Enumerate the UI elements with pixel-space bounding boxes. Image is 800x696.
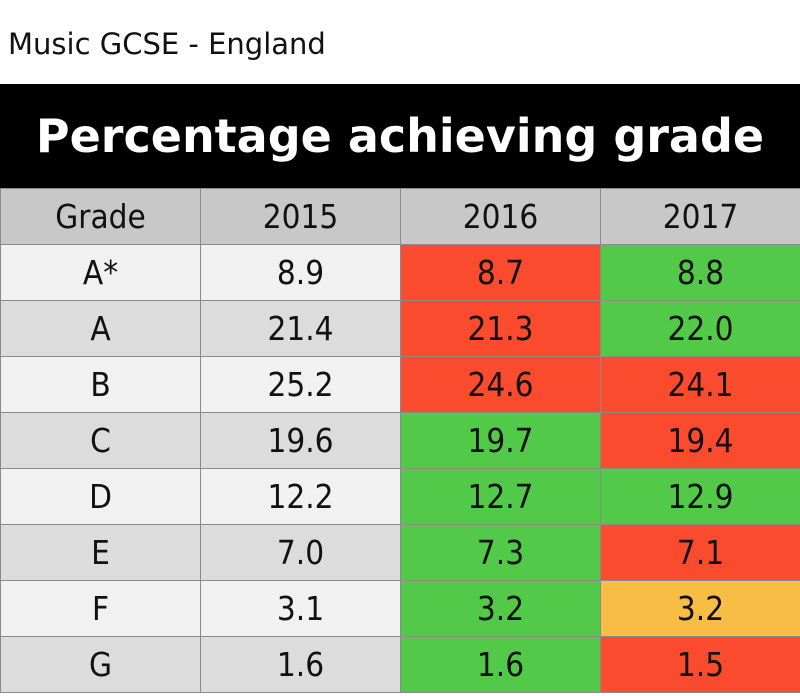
cell-2016: 1.6 — [400, 636, 601, 693]
cell-2017: 1.5 — [600, 636, 800, 693]
cell-2017: 19.4 — [600, 412, 800, 469]
cell-grade: D — [0, 468, 201, 525]
cell-2015: 21.4 — [200, 300, 401, 357]
column-header-2015: 2015 — [200, 188, 401, 245]
header-row: Grade 2015 2016 2017 — [0, 188, 800, 245]
cell-2016: 21.3 — [400, 300, 601, 357]
table-row: C 19.6 19.7 19.4 — [0, 412, 800, 469]
cell-2015: 7.0 — [200, 524, 401, 581]
cell-2015: 12.2 — [200, 468, 401, 525]
cell-2015: 25.2 — [200, 356, 401, 413]
table-row: A 21.4 21.3 22.0 — [0, 300, 800, 357]
table-row: F 3.1 3.2 3.2 — [0, 580, 800, 637]
cell-grade: E — [0, 524, 201, 581]
cell-2017: 3.2 — [600, 580, 800, 637]
cell-2016: 7.3 — [400, 524, 601, 581]
cell-grade: G — [0, 636, 201, 693]
column-header-2016: 2016 — [400, 188, 601, 245]
table-row: E 7.0 7.3 7.1 — [0, 524, 800, 581]
table-title-banner: Percentage achieving grade — [0, 84, 800, 188]
cell-grade: A* — [0, 244, 201, 301]
cell-2017: 8.8 — [600, 244, 800, 301]
grade-table: Grade 2015 2016 2017 A* 8.9 8.7 8.8 A 21.4 21.… — [0, 188, 800, 693]
table-row: A* 8.9 8.7 8.8 — [0, 244, 800, 301]
table-title: Percentage achieving grade — [35, 109, 765, 163]
table-row: G 1.6 1.6 1.5 — [0, 636, 800, 693]
cell-2016: 8.7 — [400, 244, 601, 301]
cell-2016: 3.2 — [400, 580, 601, 637]
cell-2017: 24.1 — [600, 356, 800, 413]
cell-2017: 22.0 — [600, 300, 800, 357]
cell-2015: 1.6 — [200, 636, 401, 693]
cell-2017: 7.1 — [600, 524, 800, 581]
chart-caption: Music GCSE - England — [8, 27, 326, 61]
cell-2015: 3.1 — [200, 580, 401, 637]
cell-grade: A — [0, 300, 201, 357]
cell-grade: C — [0, 412, 201, 469]
cell-2015: 19.6 — [200, 412, 401, 469]
column-header-grade: Grade — [0, 188, 201, 245]
cell-2016: 12.7 — [400, 468, 601, 525]
cell-2016: 24.6 — [400, 356, 601, 413]
cell-2017: 12.9 — [600, 468, 800, 525]
cell-grade: B — [0, 356, 201, 413]
cell-2016: 19.7 — [400, 412, 601, 469]
cell-grade: F — [0, 580, 201, 637]
table-row: B 25.2 24.6 24.1 — [0, 356, 800, 413]
column-header-2017: 2017 — [600, 188, 800, 245]
table-row: D 12.2 12.7 12.9 — [0, 468, 800, 525]
cell-2015: 8.9 — [200, 244, 401, 301]
